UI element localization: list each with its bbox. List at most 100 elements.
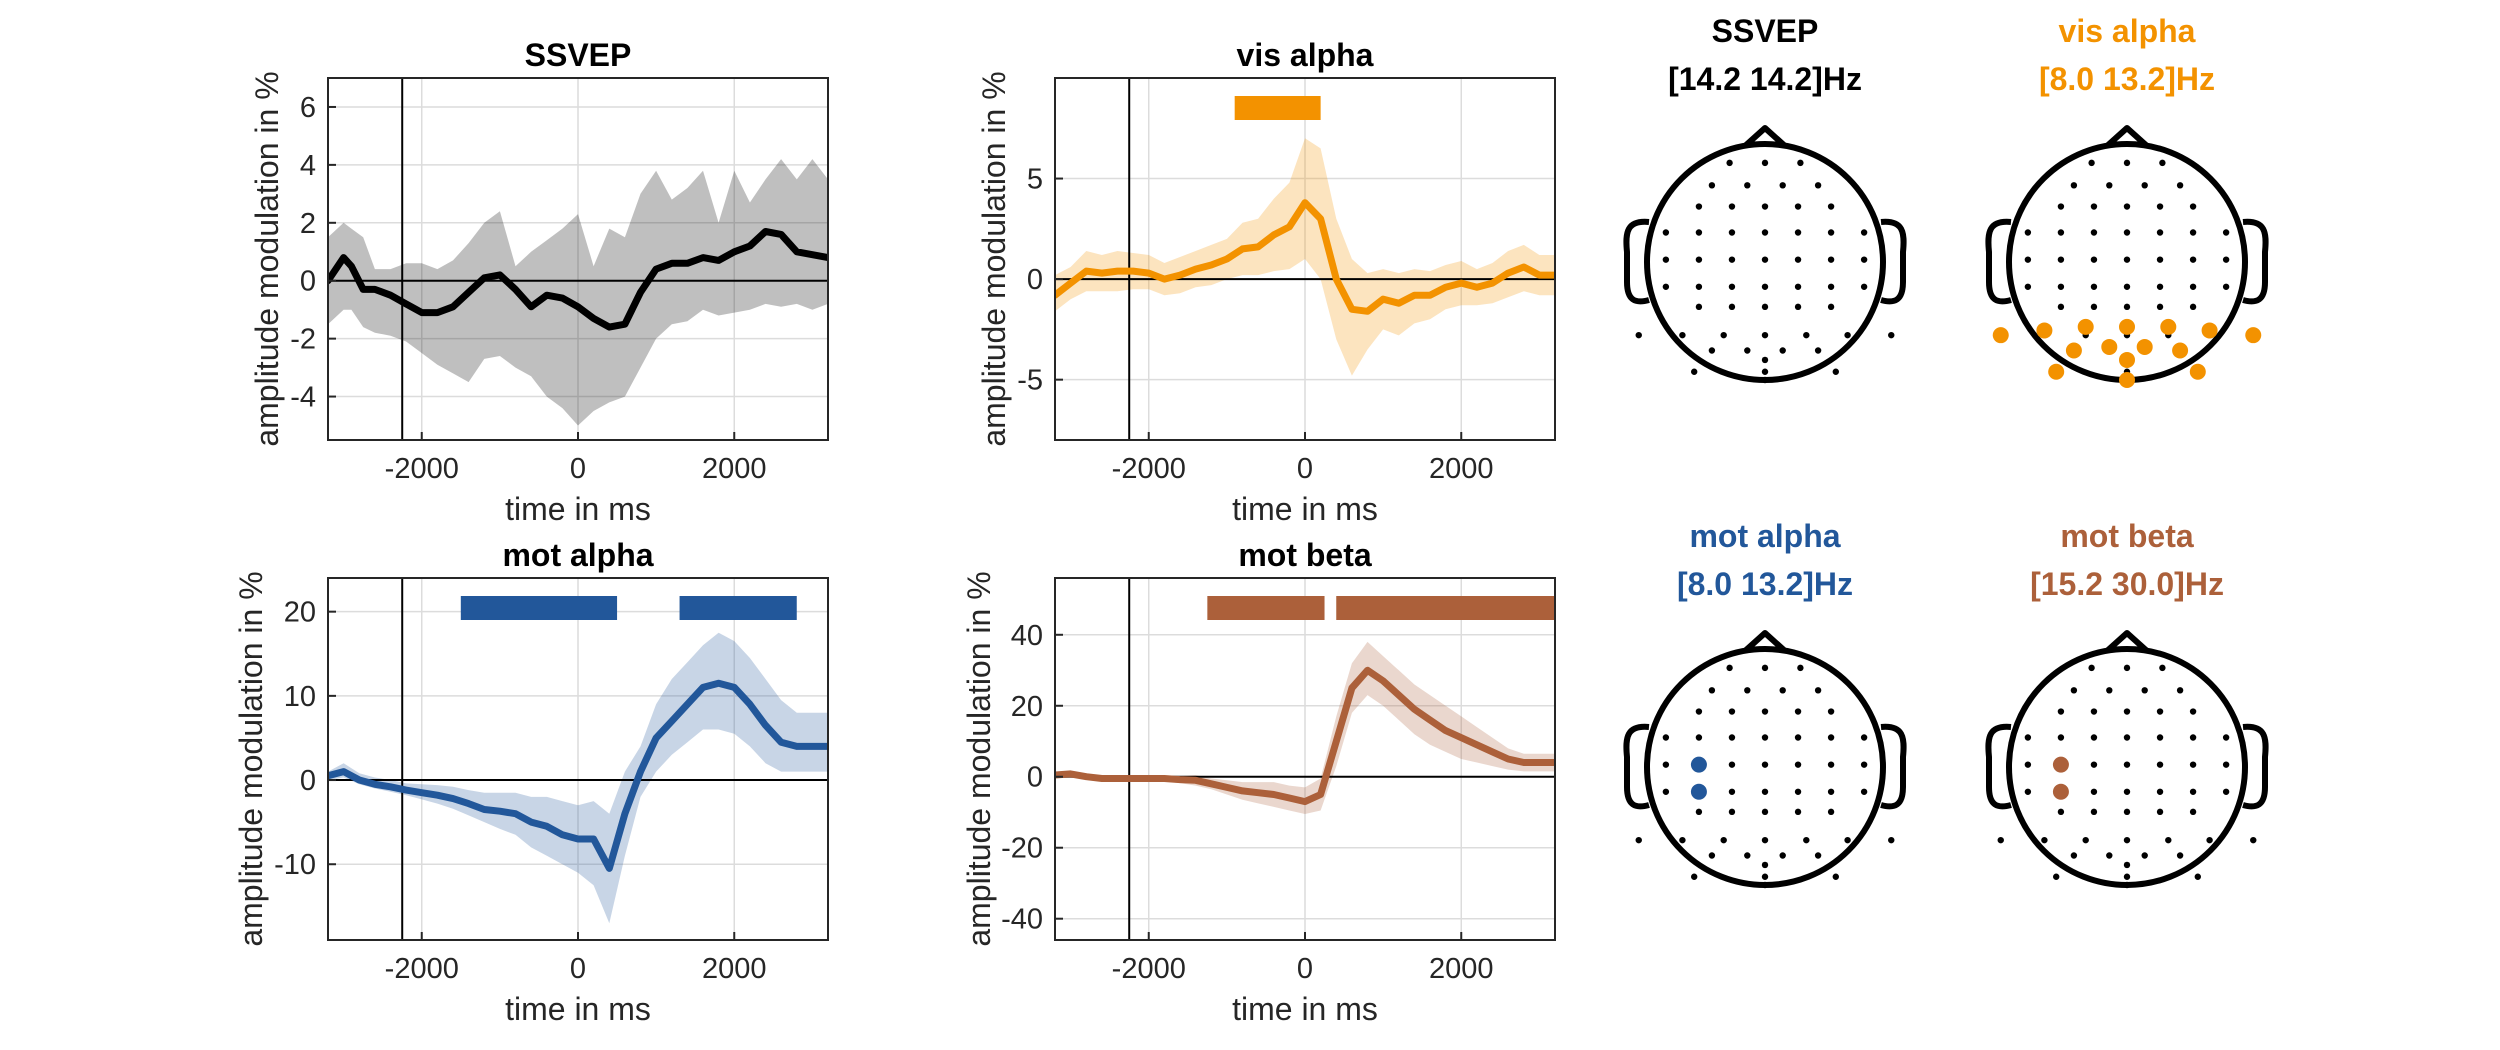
- electrode-dot: [2189, 203, 2197, 210]
- electrode-dot: [1794, 303, 1802, 311]
- electrode-dot: [1761, 664, 1769, 672]
- y-tick-label: 0: [1027, 762, 1043, 794]
- electrode-dot: [2141, 687, 2148, 694]
- electrode-dot: [1761, 303, 1769, 311]
- electrode-dot: [2222, 761, 2230, 768]
- electrode-dot: [2106, 182, 2113, 189]
- electrode-dot: [2090, 229, 2098, 236]
- electrode-dot: [2057, 734, 2065, 741]
- electrode-dot: [2156, 303, 2164, 311]
- electrode-dot: [1794, 808, 1802, 816]
- electrode-dot: [1695, 283, 1703, 290]
- highlighted-electrode: [2077, 318, 2094, 335]
- electrode-dot: [2189, 256, 2197, 263]
- electrode-dot: [1797, 159, 1804, 167]
- electrode-dot: [1695, 256, 1703, 263]
- electrode-dot: [2222, 734, 2230, 741]
- electrode-dot: [1794, 734, 1802, 741]
- electrode-dot: [2189, 761, 2197, 768]
- electrode-dot: [2090, 708, 2098, 715]
- nose-shape: [2104, 630, 2150, 654]
- electrode-dot: [1662, 283, 1670, 290]
- electrode-dot: [1844, 331, 1851, 339]
- electrode-dot: [1691, 368, 1698, 375]
- electrode-dot: [2090, 203, 2098, 210]
- electrode-dot: [2156, 256, 2164, 263]
- nose-shape: [1742, 125, 1788, 149]
- electrode-dot: [1827, 229, 1835, 236]
- chart-title: SSVEP: [525, 37, 632, 73]
- x-tick-label: 0: [570, 453, 586, 485]
- right-ear-shape: [1880, 218, 1907, 305]
- electrode-dot: [1695, 808, 1703, 816]
- electrode-dot: [2156, 788, 2164, 795]
- electrode-dot: [1761, 356, 1769, 364]
- electrode-dot: [2176, 687, 2184, 694]
- electrode-dot: [1726, 159, 1733, 167]
- chart-title: mot alpha: [502, 537, 653, 573]
- topoplot-title: mot beta: [2060, 518, 2194, 554]
- electrode-dot: [2090, 808, 2098, 816]
- x-tick-label: -2000: [385, 953, 459, 985]
- highlighted-electrode: [1690, 756, 1707, 773]
- y-tick-label: -10: [274, 849, 316, 881]
- topoplot-title: mot alpha: [1689, 518, 1840, 554]
- electrode-dot: [2082, 836, 2089, 844]
- chart-ssvep: -2000 0 2000 -4 -2 0 2 4 6 SSVEP time in ms amplitu…: [249, 37, 829, 527]
- chart-mot_alpha: -2000 0 2000 -10 0 10 20 mot alpha time in ms amp…: [233, 537, 829, 1027]
- electrode-dot: [1720, 836, 1727, 844]
- electrode-dot: [1794, 256, 1802, 263]
- x-tick-label: 0: [1297, 953, 1313, 985]
- electrode-dot: [1761, 761, 1769, 768]
- electrode-dot: [1720, 331, 1727, 339]
- electrode-dot: [2189, 708, 2197, 715]
- electrode-dot: [1744, 182, 1751, 189]
- topo-ssvep: SSVEP [14.2 14.2]Hz: [1623, 13, 1907, 384]
- electrode-dot: [2057, 229, 2065, 236]
- electrode-dot: [1761, 283, 1769, 290]
- topo-vis-alpha: vis alpha [8.0 13.2]Hz: [1985, 13, 2269, 388]
- y-tick-label: 4: [300, 150, 316, 182]
- electrode-dot: [1708, 687, 1716, 694]
- mean-line-mot_alpha: [328, 679, 828, 872]
- electrode-dot: [1779, 347, 1786, 354]
- electrode-dot: [1827, 734, 1835, 741]
- electrode-dot: [2189, 283, 2197, 290]
- electrode-dot: [1844, 836, 1851, 844]
- electrode-dot: [1662, 734, 1670, 741]
- electrode-dot: [2156, 708, 2164, 715]
- electrode-dot: [1997, 836, 2004, 844]
- electrode-dot: [1728, 229, 1736, 236]
- confidence-band-ssvep: [328, 159, 828, 426]
- significance-bar: [1336, 596, 1555, 620]
- electrode-dot: [2024, 283, 2032, 290]
- electrode-dot: [2189, 734, 2197, 741]
- electrode-dot: [1708, 182, 1716, 189]
- electrode-dot: [1761, 708, 1769, 715]
- electrode-dot: [2156, 761, 2164, 768]
- electrode-dot: [1761, 256, 1769, 263]
- electrode-dot: [1728, 761, 1736, 768]
- electrode-dot: [1761, 229, 1769, 236]
- electrode-dot: [2123, 873, 2131, 880]
- highlighted-electrode: [1992, 327, 2009, 344]
- y-axis-label: amplitude modulation in %: [961, 571, 997, 946]
- electrode-dot: [1814, 182, 1822, 189]
- electrode-dot: [1761, 873, 1769, 880]
- electrode-dot: [1691, 873, 1698, 880]
- electrode-dot: [2070, 687, 2078, 694]
- electrode-dot: [2123, 836, 2131, 844]
- electrode-dot: [2123, 283, 2131, 290]
- electrode-dot: [2123, 159, 2131, 167]
- electrode-dot: [1679, 331, 1686, 339]
- y-tick-label: 40: [1011, 620, 1043, 652]
- electrode-dot: [1761, 376, 1769, 384]
- electrode-dot: [2141, 852, 2148, 859]
- electrode-dot: [2090, 303, 2098, 311]
- x-axis-label: time in ms: [1232, 491, 1378, 527]
- electrode-dot: [2156, 203, 2164, 210]
- y-tick-label: 5: [1027, 164, 1043, 196]
- electrode-dot: [2057, 203, 2065, 210]
- y-tick-label: -5: [1017, 365, 1043, 397]
